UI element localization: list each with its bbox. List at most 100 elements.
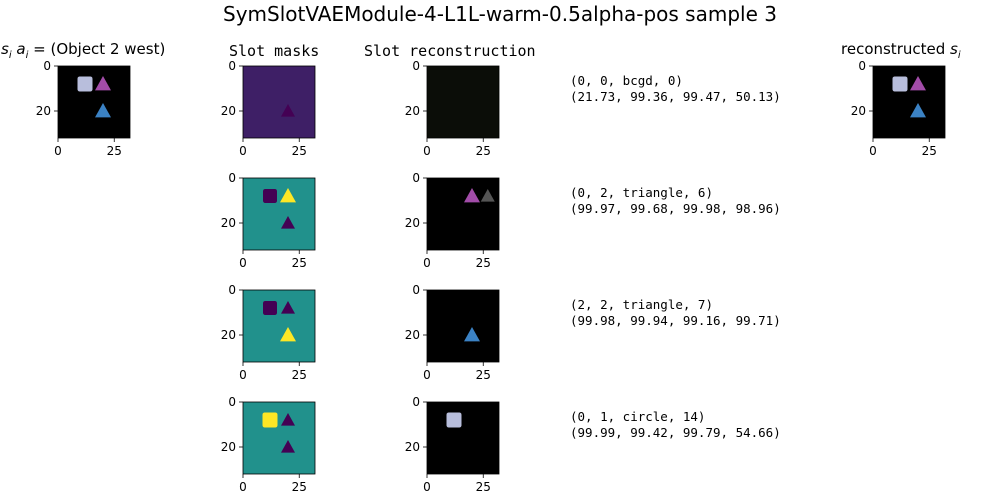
- triangle-object-purple: [910, 76, 926, 91]
- recon-panel-3: 0 25 0 20: [389, 284, 509, 386]
- mask-4-axes: 0 25 0 20: [221, 396, 316, 494]
- slot-4-text: (0, 1, circle, 14) (99.99, 99.42, 99.79, …: [570, 409, 781, 441]
- recon-3-ytick-label-0: 0: [412, 284, 420, 297]
- slot-3-line1: (2, 2, triangle, 7): [570, 297, 713, 312]
- recon-3-ytick-label-1: 20: [405, 328, 420, 342]
- mask-1-frame: [242, 65, 316, 139]
- recon-background: [427, 290, 499, 362]
- mask-triangle: [281, 301, 295, 314]
- mask-3-frame: [242, 289, 316, 363]
- triangle-object-blue: [910, 103, 926, 118]
- figure-title: SymSlotVAEModule-4-L1L-warm-0.5alpha-pos…: [223, 2, 777, 26]
- output-svg: 0 25 0 20: [851, 60, 946, 158]
- recon-2-frame: [426, 177, 500, 251]
- mask-2-ytick-label-1: 20: [221, 216, 236, 230]
- recon-3-frame: [426, 289, 500, 363]
- recon-triangle-blue: [464, 327, 480, 342]
- slot-1-line2: (21.73, 99.36, 99.47, 50.13): [570, 89, 781, 104]
- slot-1-text: (0, 0, bcgd, 0) (21.73, 99.36, 99.47, 50.…: [570, 73, 781, 105]
- mask-background: [243, 402, 315, 474]
- mask-triangle-highlight: [280, 327, 296, 342]
- mask-square: [263, 189, 277, 203]
- input-xtick-label-0: 0: [54, 144, 62, 158]
- recon-4-ytick-label-0: 0: [412, 396, 420, 409]
- output-frame: [872, 65, 946, 139]
- mask-square: [263, 301, 277, 315]
- recon-2-xtick-label-1: 25: [476, 256, 491, 270]
- output-column-title: reconstructed si: [841, 40, 961, 61]
- mask-3-ytick-label-1: 20: [221, 328, 236, 342]
- mask-3-axes: 0 25 0 20: [221, 284, 316, 382]
- mask-background: [243, 290, 315, 362]
- output-xtick-label-0: 0: [869, 144, 877, 158]
- recon-1-image: [427, 66, 499, 138]
- mask-triangle: [281, 440, 295, 453]
- recon-2-ytick-label-0: 0: [412, 172, 420, 185]
- recon-3-xtick-label-1: 25: [476, 368, 491, 382]
- input-frame: [57, 65, 131, 139]
- recon-background: [427, 402, 499, 474]
- mask-3-image: [243, 290, 315, 362]
- recon-1-axes: 0 25 0 20: [405, 60, 500, 158]
- mask-4-frame: [242, 401, 316, 475]
- slot-2-line1: (0, 2, triangle, 6): [570, 185, 713, 200]
- recon-panel-4: 0 25 0 20: [389, 396, 509, 498]
- recon-triangle-purple: [464, 188, 480, 203]
- recon-4-image: [427, 402, 499, 474]
- mask-4-svg: 0 25 0 20: [221, 396, 316, 494]
- slot-4-line1: (0, 1, circle, 14): [570, 409, 706, 424]
- output-image: [873, 66, 945, 138]
- slot-3-text: (2, 2, triangle, 7) (99.98, 99.94, 99.16,…: [570, 297, 781, 329]
- mask-3-xtick-label-0: 0: [239, 368, 247, 382]
- recon-panel-1: 0 25 0 20: [389, 60, 509, 162]
- input-axes: 0 25 0 20: [36, 60, 131, 158]
- mask-1-xtick-label-0: 0: [239, 144, 247, 158]
- mask-1-svg: 0 25 0 20: [221, 60, 316, 158]
- background: [873, 66, 945, 138]
- mask-triangle-highlight: [280, 188, 296, 203]
- mask-4-ytick-label-1: 20: [221, 440, 236, 454]
- mask-2-svg: 0 25 0 20: [221, 172, 316, 270]
- mask-2-ytick-label-0: 0: [228, 172, 236, 185]
- mask-2-xtick-label-1: 25: [292, 256, 307, 270]
- mask-4-xtick-label-1: 25: [292, 480, 307, 494]
- triangle-object-blue: [95, 103, 111, 118]
- slot-4-line2: (99.99, 99.42, 99.79, 54.66): [570, 425, 781, 440]
- mask-1-ytick-label-1: 20: [221, 104, 236, 118]
- mask-2-image: [243, 178, 315, 250]
- recon-2-axes: 0 25 0 20: [405, 172, 500, 270]
- mask-3-svg: 0 25 0 20: [221, 284, 316, 382]
- triangle-object-purple: [95, 76, 111, 91]
- mask-1-axes: 0 25 0 20: [221, 60, 316, 158]
- recon-panel-2: 0 25 0 20: [389, 172, 509, 274]
- mask-3-xtick-label-1: 25: [292, 368, 307, 382]
- mask-triangle: [281, 413, 295, 426]
- mask-triangle: [281, 104, 295, 117]
- output-axes: 0 25 0 20: [851, 60, 946, 158]
- input-svg: 0 25 0 20: [36, 60, 131, 158]
- mask-triangle: [281, 216, 295, 229]
- mask-panel-1: 0 25 0 20: [205, 60, 325, 162]
- slot-2-line2: (99.97, 99.68, 99.98, 98.96): [570, 201, 781, 216]
- mask-2-frame: [242, 177, 316, 251]
- mask-1-xtick-label-1: 25: [292, 144, 307, 158]
- recon-background: [427, 178, 499, 250]
- recon-triangle-ghost: [480, 189, 495, 202]
- square-object: [77, 76, 93, 92]
- mask-2-axes: 0 25 0 20: [221, 172, 316, 270]
- mask-1-image: [243, 66, 315, 138]
- recon-1-xtick-label-0: 0: [423, 144, 431, 158]
- output-xtick-label-1: 25: [922, 144, 937, 158]
- mask-4-image: [243, 402, 315, 474]
- recon-3-image: [427, 290, 499, 362]
- input-ytick-label-0: 0: [43, 60, 51, 73]
- recon-2-ytick-label-1: 20: [405, 216, 420, 230]
- recon-square: [446, 412, 462, 428]
- input-ytick-label-1: 20: [36, 104, 51, 118]
- mask-3-ytick-label-0: 0: [228, 284, 236, 297]
- recon-4-ytick-label-1: 20: [405, 440, 420, 454]
- mask-background: [243, 66, 315, 138]
- mask-square-highlight: [262, 412, 278, 428]
- square-object: [892, 76, 908, 92]
- recon-4-xtick-label-1: 25: [476, 480, 491, 494]
